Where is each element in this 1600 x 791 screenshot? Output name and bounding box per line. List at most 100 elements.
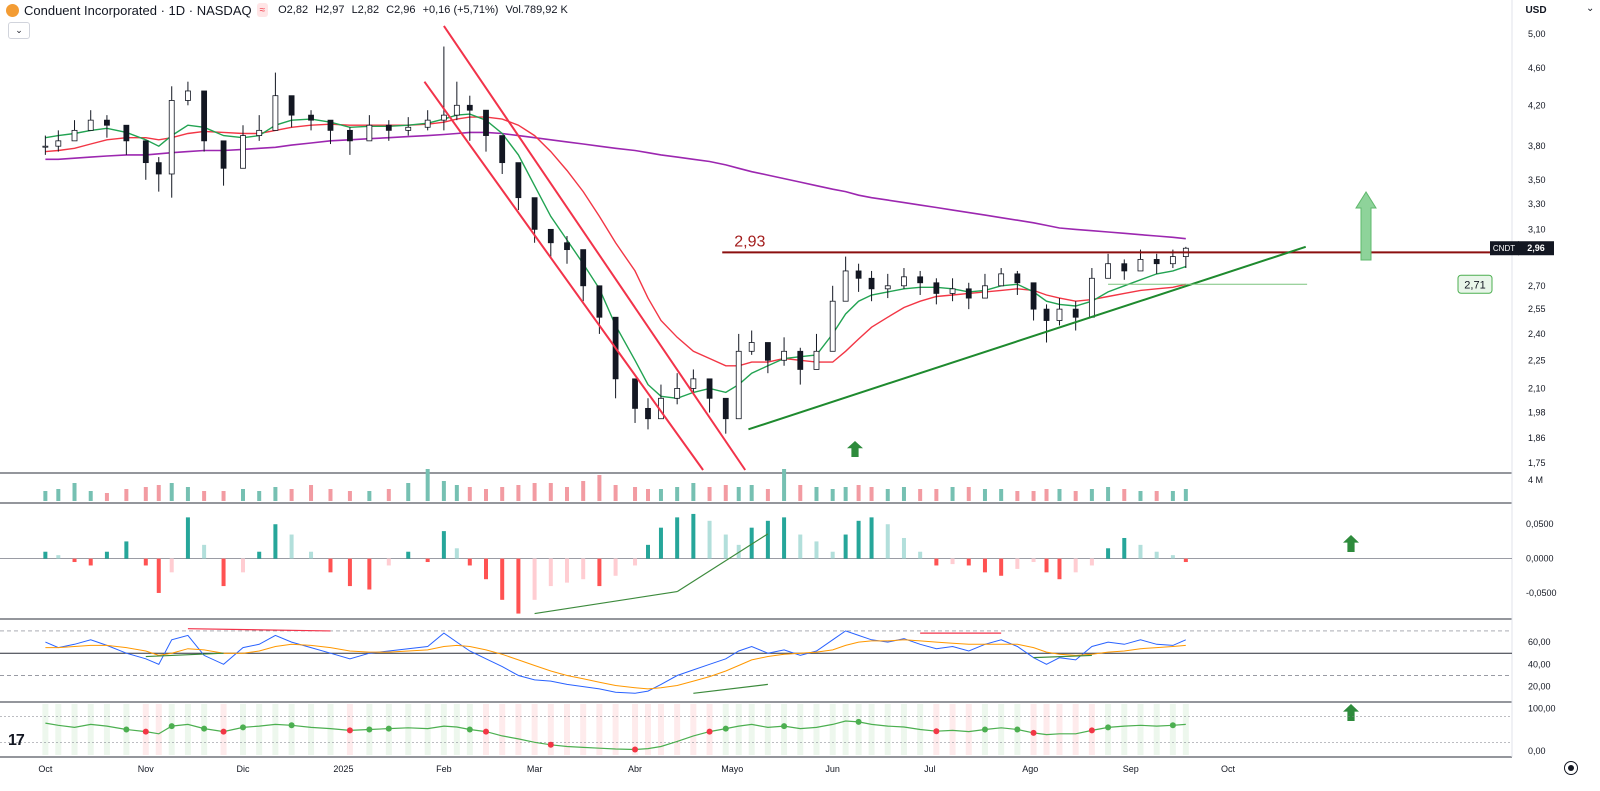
macd-histogram-bar xyxy=(765,520,770,559)
volume-bar xyxy=(185,487,190,501)
trend-line-red xyxy=(423,81,704,471)
oscillator-dot xyxy=(706,728,713,735)
candle-body xyxy=(531,197,538,230)
green-up-arrow-icon xyxy=(1343,535,1359,552)
candle-body xyxy=(917,276,924,284)
macd-histogram-bar xyxy=(646,544,650,559)
green-up-arrow-icon xyxy=(1343,704,1359,721)
volume-bar xyxy=(934,489,939,501)
macd-histogram-bar xyxy=(982,558,987,573)
candle-body xyxy=(366,124,373,142)
oscillator-background xyxy=(453,704,460,755)
candle-body xyxy=(440,114,447,121)
macd-histogram-bar xyxy=(613,558,618,576)
macd-histogram-bar xyxy=(1073,558,1078,573)
currency-selector[interactable]: USD xyxy=(1525,4,1547,16)
volume-bar xyxy=(633,487,638,501)
macd-divergence-line xyxy=(676,533,769,593)
candle-body xyxy=(466,104,473,111)
macd-histogram-bar xyxy=(869,517,874,559)
time-axis-label: Jun xyxy=(825,764,840,774)
time-axis-label: Jul xyxy=(924,764,936,774)
volume-bar xyxy=(273,487,278,501)
price-axis-label: 2,25 xyxy=(1528,355,1546,365)
oscillator-background xyxy=(1030,704,1037,755)
volume-bar xyxy=(1089,489,1094,501)
oscillator-dot xyxy=(288,722,295,729)
oscillator-dot xyxy=(981,726,988,733)
volume-bar xyxy=(43,491,48,501)
volume-bar xyxy=(156,485,161,501)
volume-bar xyxy=(1106,487,1111,501)
candle-body xyxy=(764,342,771,361)
indicator-badge[interactable]: ≈ xyxy=(256,3,269,17)
volume-bar xyxy=(691,483,696,501)
macd-histogram-bar xyxy=(1106,548,1111,559)
oscillator-background xyxy=(764,704,771,755)
collapse-legend-button[interactable]: ⌄ xyxy=(8,22,30,39)
macd-histogram-bar xyxy=(723,534,728,559)
macd-histogram-bar xyxy=(202,544,207,559)
oscillator-dot xyxy=(632,746,639,753)
volume-bar xyxy=(88,491,93,501)
volume-bar xyxy=(999,489,1004,501)
gear-icon[interactable] xyxy=(1564,761,1578,775)
macd-histogram-bar xyxy=(856,520,861,559)
candle-body xyxy=(142,140,149,164)
low-value: L2,82 xyxy=(351,4,380,16)
macd-divergence-line xyxy=(534,590,678,615)
candle-body xyxy=(1105,263,1111,279)
candle-body xyxy=(884,285,891,290)
currency-menu-chevron-icon[interactable]: ⌄ xyxy=(1586,3,1595,14)
price-axis-label: 3,80 xyxy=(1528,141,1546,151)
macd-histogram-bar xyxy=(56,555,61,559)
candle-body xyxy=(690,378,697,389)
volume-bar xyxy=(104,493,109,501)
candle-body xyxy=(580,249,587,287)
macd-histogram-bar xyxy=(124,541,129,559)
candle-body xyxy=(722,397,729,420)
volume-bar xyxy=(597,475,602,501)
time-axis-label: Ago xyxy=(1022,764,1038,774)
price-axis-label: 3,10 xyxy=(1528,224,1546,234)
candle-body xyxy=(674,388,681,399)
candle-body xyxy=(405,126,412,131)
candle-body xyxy=(385,124,392,131)
macd-histogram-bar xyxy=(782,517,787,559)
macd-histogram-bar xyxy=(950,558,955,565)
macd-histogram-bar xyxy=(1089,558,1094,566)
macd-histogram-bar xyxy=(273,524,278,559)
macd-histogram-bar xyxy=(425,558,430,563)
candle-body xyxy=(901,276,907,287)
resistance-label: 2,93 xyxy=(734,233,765,250)
rsi-axis-label: 40,00 xyxy=(1528,659,1551,669)
volume-bar xyxy=(484,489,488,501)
rsi-series-line xyxy=(45,630,1186,694)
volume-bar xyxy=(675,487,680,501)
time-axis-label: Nov xyxy=(138,764,155,774)
candle-body xyxy=(424,119,431,128)
oscillator-background xyxy=(735,704,742,755)
ma-200-line xyxy=(45,131,1186,240)
macd-histogram-bar xyxy=(467,558,472,566)
oscillator-background xyxy=(632,704,639,755)
oscillator-background xyxy=(781,704,788,755)
oscillator-dot xyxy=(168,723,175,730)
macd-histogram-bar xyxy=(156,558,161,593)
oscillator-background xyxy=(1137,704,1144,755)
macd-histogram-bar xyxy=(707,520,712,559)
symbol-title[interactable]: Conduent Incorporated · 1D · NASDAQ xyxy=(24,2,252,18)
oscillator-background xyxy=(998,704,1005,755)
candle-body xyxy=(256,129,263,136)
macd-histogram-bar xyxy=(830,551,835,559)
oscillator-line xyxy=(45,720,1186,751)
candle-body xyxy=(155,162,162,175)
oscillator-background xyxy=(674,704,681,755)
volume-bar xyxy=(124,489,129,501)
volume-bar xyxy=(1122,489,1127,501)
trend-line-red xyxy=(443,25,747,471)
oscillator-background xyxy=(1043,704,1050,755)
macd-histogram-bar xyxy=(565,558,569,583)
time-axis-label: Mar xyxy=(527,764,543,774)
